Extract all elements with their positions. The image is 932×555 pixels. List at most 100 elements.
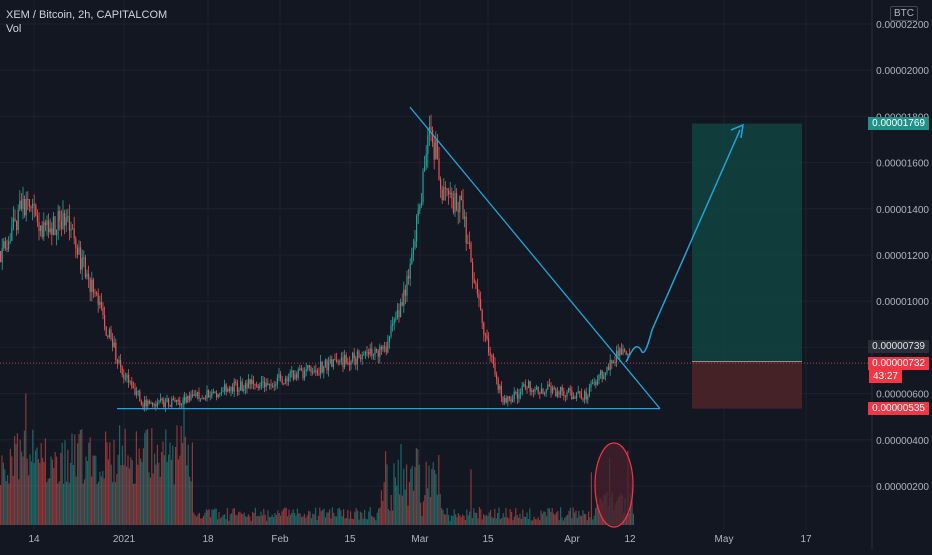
volume-bar <box>390 494 392 525</box>
volume-bar <box>21 451 23 525</box>
volume-bar <box>253 512 255 525</box>
candle-body <box>91 279 93 292</box>
candle-body <box>572 396 574 400</box>
candle-body <box>0 250 2 263</box>
candle-body <box>252 379 254 385</box>
volume-bar <box>326 512 328 525</box>
volume-bar <box>16 433 18 525</box>
volume-bar <box>296 508 298 525</box>
candle-body <box>568 388 570 393</box>
volume-bar <box>134 483 136 525</box>
time-axis-label: 2021 <box>113 534 136 545</box>
candle-body <box>83 257 85 259</box>
symbol-title[interactable]: XEM / Bitcoin, 2h, CAPITALCOM <box>6 9 168 21</box>
candle-body <box>377 350 379 357</box>
volume-bar <box>352 519 354 525</box>
candle-body <box>148 400 150 404</box>
candle-body <box>451 192 453 198</box>
candle-body <box>361 354 363 360</box>
candle-body <box>360 358 362 360</box>
candle-body <box>260 382 262 386</box>
volume-bar <box>590 472 592 525</box>
volume-bar <box>142 448 144 525</box>
volume-bar <box>308 510 310 525</box>
candle-body <box>328 362 330 371</box>
candle-body <box>35 204 37 216</box>
volume-bar <box>169 442 171 525</box>
volume-bar <box>571 518 573 525</box>
volume-bar <box>0 485 2 525</box>
candle-body <box>561 386 563 392</box>
candle-body <box>560 386 562 395</box>
candle-body <box>436 139 438 159</box>
candle-body <box>483 322 485 335</box>
volume-bar <box>154 453 156 525</box>
volume-bar <box>64 440 66 525</box>
candle-body <box>300 368 302 371</box>
volume-bar <box>393 463 395 525</box>
candle-body <box>164 402 166 408</box>
candle-body <box>113 342 115 347</box>
volume-bar <box>554 514 556 525</box>
volume-bar <box>389 510 391 525</box>
candle-body <box>356 351 358 365</box>
volume-bar <box>282 509 284 525</box>
candle-body <box>392 323 394 326</box>
volume-bar <box>534 519 536 525</box>
volume-bar <box>36 447 38 525</box>
time-axis-label: Apr <box>564 534 580 545</box>
volume-bar <box>180 426 182 525</box>
candle-body <box>516 391 518 399</box>
volume-bar <box>372 516 374 525</box>
volume-bar <box>330 518 332 525</box>
volume-bar <box>494 508 496 525</box>
volume-bar <box>574 512 576 525</box>
volume-bar <box>106 442 108 525</box>
volume-bar <box>11 456 13 525</box>
candle-body <box>176 399 178 403</box>
volume-bar <box>438 454 440 525</box>
candle-body <box>334 359 336 361</box>
currency-badge[interactable]: BTC <box>890 6 918 21</box>
volume-bar <box>428 465 430 525</box>
descending-trendline <box>409 106 661 410</box>
volume-bar <box>56 456 58 525</box>
price-axis-label: 0.00001400 <box>876 205 929 216</box>
candle-body <box>92 279 94 293</box>
volume-bar <box>578 510 580 525</box>
volume-highlight-circle <box>594 442 634 528</box>
volume-bar <box>100 476 102 525</box>
candle-body <box>526 387 528 389</box>
volume-bar <box>386 464 388 525</box>
candle-body <box>198 391 200 399</box>
volume-bar <box>392 510 394 525</box>
volume-bar <box>508 518 510 525</box>
volume-bar <box>32 429 34 525</box>
volume-bar <box>238 512 240 525</box>
candle-body <box>121 367 123 375</box>
volume-bar <box>79 430 81 525</box>
volume-legend-label[interactable]: Vol <box>6 23 22 35</box>
candle-body <box>238 389 240 392</box>
volume-bar <box>378 508 380 525</box>
time-axis-label: Mar <box>411 534 429 545</box>
candle-body <box>478 293 480 300</box>
candle-body <box>547 384 549 390</box>
candle-body <box>540 388 542 394</box>
candle-body <box>112 339 114 347</box>
price-axis-label: 0.00001600 <box>876 159 929 170</box>
candle-body <box>552 387 554 393</box>
volume-bar <box>175 446 177 525</box>
volume-bar <box>74 434 76 525</box>
volume-bar <box>501 518 503 525</box>
volume-bar <box>161 452 163 525</box>
candle-body <box>200 398 202 400</box>
candle-body <box>248 379 250 389</box>
candle-body <box>28 199 30 207</box>
volume-bar <box>539 520 541 525</box>
volume-bar <box>630 493 632 525</box>
candle-body <box>227 388 229 392</box>
volume-bar <box>207 510 209 525</box>
